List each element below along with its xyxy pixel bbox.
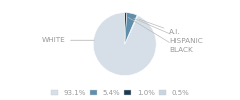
Text: HISPANIC: HISPANIC [134,18,203,44]
Wedge shape [125,13,127,44]
Wedge shape [125,13,137,44]
Text: A.I.: A.I. [139,19,181,35]
Legend: 93.1%, 5.4%, 1.0%, 0.5%: 93.1%, 5.4%, 1.0%, 0.5% [50,89,190,96]
Text: WHITE: WHITE [41,37,94,43]
Wedge shape [93,13,156,76]
Text: BLACK: BLACK [128,17,193,53]
Wedge shape [125,15,138,44]
